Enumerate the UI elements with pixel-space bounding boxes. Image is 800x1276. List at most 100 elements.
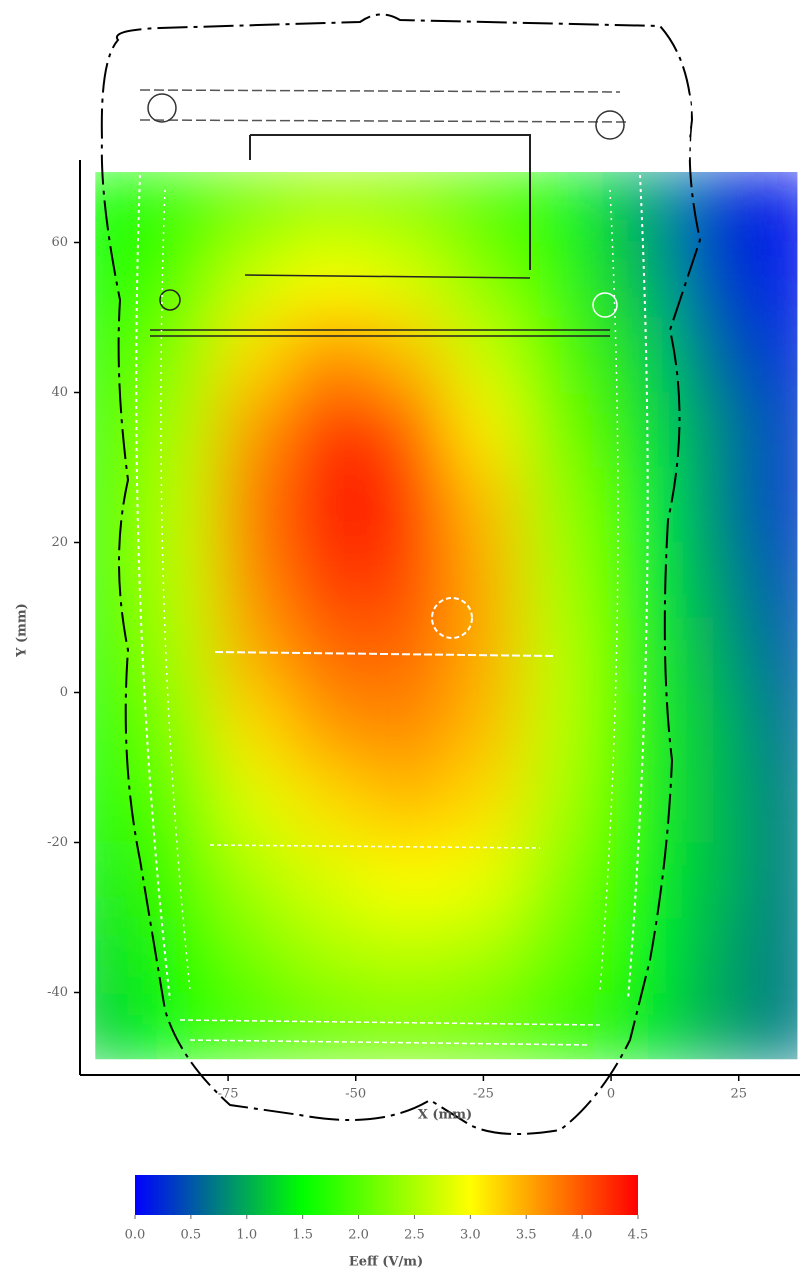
colorbar-tick-label: 3.5 [516,1228,537,1243]
heat-cell [445,317,523,393]
heat-cell [674,317,752,393]
heat-cell [598,842,676,918]
x-tick-label: 25 [730,1087,747,1102]
heat-cell [291,172,370,243]
heat-cell [751,767,798,843]
heat-cell [138,992,216,1060]
colorbar-tick-label: 1.0 [236,1228,257,1243]
heat-cell [598,767,676,843]
axes [74,160,800,1081]
heat-cell [138,242,216,318]
x-tick-label: -75 [218,1087,239,1102]
heat-cell [445,917,523,993]
heat-cell [291,242,370,318]
heatmap-cells [95,172,798,1060]
heat-cell [215,242,293,318]
heat-cell [291,392,370,468]
heat-cell [291,917,370,993]
heat-cell [751,392,798,468]
heat-cell [215,172,293,243]
heat-cell [95,542,140,618]
heat-cell [598,617,676,693]
colorbar-tick-label: 4.0 [572,1228,593,1243]
heat-cell [368,392,446,468]
colorbar-label: Eeff (V/m) [349,1255,423,1270]
heat-cell [368,317,446,393]
heat-cell [598,392,676,468]
heat-cell [138,317,216,393]
heat-cell [95,317,140,393]
heat-cell [138,917,216,993]
heat-cell [138,842,216,918]
heat-cell [291,992,370,1060]
heat-cell [291,767,370,843]
heat-cell [674,392,752,468]
heat-cell [751,172,798,243]
heat-cell [674,242,752,318]
y-tick-label: -20 [47,835,68,850]
heat-cell [215,767,293,843]
heat-cell [291,617,370,693]
heat-cell [368,992,446,1060]
heat-cell [445,767,523,843]
heat-cell [215,617,293,693]
heat-cell [598,317,676,393]
y-tick-label: 20 [51,535,68,550]
heat-cell [368,842,446,918]
heat-cell [598,917,676,993]
heat-cell [95,242,140,318]
colorbar-tick-label: 0.5 [181,1228,202,1243]
colorbar-tick-label: 4.5 [628,1228,649,1243]
heat-cell [521,542,599,618]
heatmap [95,172,798,1060]
heat-cell [521,392,599,468]
x-tick-label: 0 [607,1087,615,1102]
x-axis-label: X (mm) [418,1108,472,1123]
heat-cell [598,172,676,243]
heat-cell [674,172,752,243]
y-tick-label: 40 [51,385,68,400]
colorbar-tick-label: 0.0 [125,1228,146,1243]
heat-cell [215,692,293,768]
heat-cell [215,392,293,468]
heat-cell [521,172,599,243]
heat-cell [291,542,370,618]
heat-cell [95,467,140,543]
heat-cell [368,172,446,243]
heat-cell [291,317,370,393]
colorbar-tick-label: 1.5 [292,1228,313,1243]
heat-cell [674,842,752,918]
heat-cell [521,467,599,543]
heat-cell [445,242,523,318]
y-axis-label: Y (mm) [15,603,30,658]
heat-cell [368,542,446,618]
heat-cell [521,917,599,993]
heat-cell [95,617,140,693]
heat-cell [95,692,140,768]
heat-cell [95,992,140,1060]
heat-cell [445,467,523,543]
heat-cell [521,842,599,918]
heat-cell [598,467,676,543]
heat-cell [445,392,523,468]
heat-cell [445,542,523,618]
heat-cell [598,692,676,768]
heat-cell [521,992,599,1060]
heat-cell [138,467,216,543]
heat-cell [674,617,752,693]
heat-cell [521,617,599,693]
heat-cell [751,992,798,1060]
heat-cell [751,542,798,618]
heat-cell [138,692,216,768]
colorbar-tick-label: 2.5 [404,1228,425,1243]
heat-cell [138,617,216,693]
heat-cell [215,542,293,618]
colorbar [135,1175,638,1215]
heat-cell [674,542,752,618]
heat-cell [521,242,599,318]
heat-cell [751,917,798,993]
heat-cell [368,692,446,768]
colorbar-tick-label: 3.0 [460,1228,481,1243]
heat-cell [95,842,140,918]
heat-cell [215,992,293,1060]
